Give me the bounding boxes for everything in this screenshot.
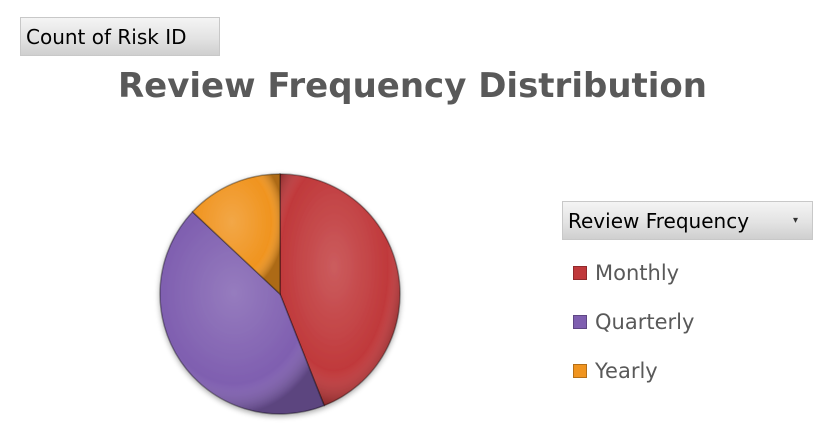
legend-field-button[interactable]: Review Frequency ▾ — [562, 201, 813, 240]
legend-item-yearly[interactable]: Yearly — [573, 346, 694, 395]
legend-field-label: Review Frequency — [568, 208, 750, 233]
legend-swatch — [573, 363, 587, 378]
legend-label: Quarterly — [595, 309, 695, 334]
chart-title: Review Frequency Distribution — [117, 66, 707, 106]
legend-swatch — [573, 314, 587, 329]
chart-legend: Monthly Quarterly Yearly — [573, 248, 694, 395]
value-field-button[interactable]: Count of Risk ID — [20, 17, 220, 56]
legend-item-quarterly[interactable]: Quarterly — [573, 297, 694, 346]
legend-label: Monthly — [595, 260, 680, 285]
legend-label: Yearly — [595, 358, 658, 383]
chevron-down-icon[interactable]: ▾ — [792, 214, 798, 226]
pie-chart[interactable] — [130, 160, 430, 430]
legend-swatch — [573, 265, 587, 280]
value-field-label: Count of Risk ID — [26, 24, 187, 49]
legend-item-monthly[interactable]: Monthly — [573, 248, 694, 297]
